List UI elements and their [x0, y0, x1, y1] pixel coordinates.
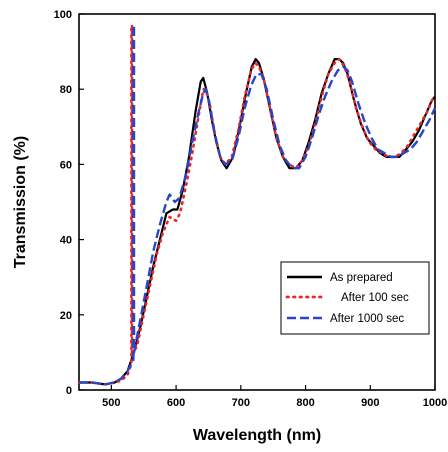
series-line-after-100-sec: [77, 24, 437, 386]
legend-label-after-100-sec: After 100 sec: [341, 292, 409, 304]
y-tick-label: 0: [66, 385, 72, 397]
x-tick-label: 900: [361, 397, 379, 409]
y-tick-label: 80: [60, 84, 72, 96]
x-tick-label: 600: [167, 397, 185, 409]
tick-layer: 500 600 700 800 900 1000 0 20 40 60 80 100: [54, 9, 448, 409]
y-tick-label: 20: [60, 310, 72, 322]
x-tick-label: 1000: [423, 397, 447, 409]
y-tick-label: 40: [60, 235, 72, 247]
x-axis-title: Wavelength (nm): [193, 427, 321, 444]
y-tick-label: 100: [54, 9, 72, 21]
y-axis-title: Transmission (%): [12, 136, 29, 268]
x-tick-label: 700: [232, 397, 250, 409]
plot-area: 500 600 700 800 900 1000 0 20 40 60 80 100: [54, 9, 448, 409]
series-line-after-1000-sec: [79, 24, 437, 386]
plot-frame: [78, 13, 436, 391]
legend-label-as-prepared: As prepared: [330, 272, 393, 284]
legend-label-after-1000-sec: After 1000 sec: [330, 313, 404, 325]
series-layer: [77, 24, 437, 386]
x-tick-label: 500: [102, 397, 120, 409]
legend: As prepared After 100 sec After 1000 sec: [280, 261, 430, 335]
x-tick-label: 800: [296, 397, 314, 409]
y-tick-label: 60: [60, 159, 72, 171]
